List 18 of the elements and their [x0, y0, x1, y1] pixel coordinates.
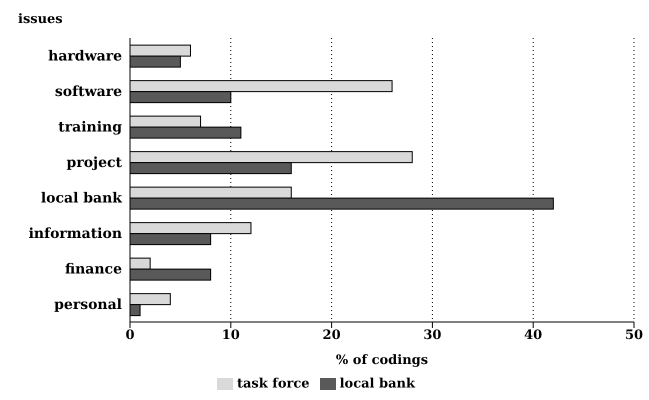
- x-tick-label: 40: [524, 328, 542, 344]
- y-tick-label: personal: [54, 297, 122, 314]
- y-tick-label: hardware: [48, 48, 122, 65]
- y-axis-title: issues: [18, 12, 63, 27]
- x-axis-title: % of codings: [336, 353, 428, 368]
- legend-label: local bank: [340, 376, 415, 392]
- y-tick-label: finance: [64, 262, 122, 278]
- y-tick-label: training: [58, 120, 122, 136]
- x-tick-label: 20: [322, 328, 341, 344]
- x-tick-label: 50: [624, 328, 644, 344]
- x-tick-label: 30: [423, 328, 442, 344]
- legend-label: task force: [237, 376, 310, 392]
- y-tick-label: local bank: [40, 190, 122, 207]
- y-tick-label: software: [54, 84, 122, 100]
- x-tick-label: 0: [125, 328, 135, 344]
- y-tick-label: project: [66, 155, 123, 172]
- x-tick-label: 10: [222, 328, 240, 344]
- y-tick-label: information: [28, 226, 122, 242]
